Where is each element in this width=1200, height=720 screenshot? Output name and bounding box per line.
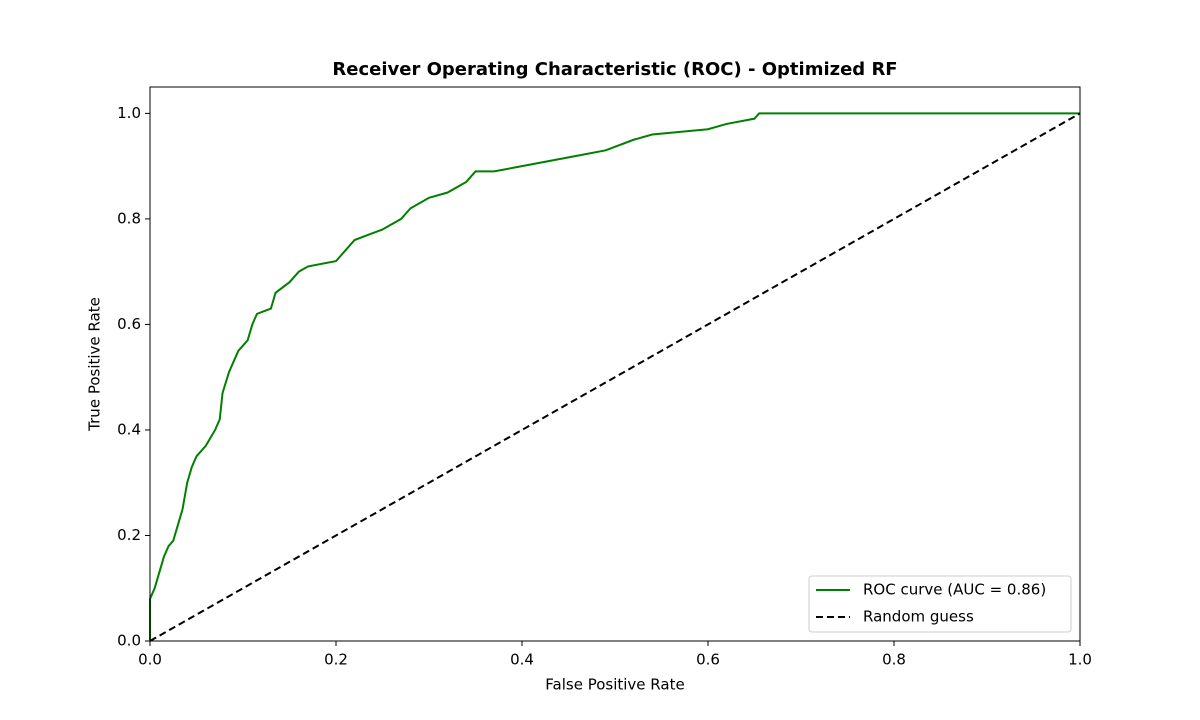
x-tick-label: 1.0	[1068, 651, 1092, 669]
x-tick-label: 0.2	[324, 651, 348, 669]
chart-title: Receiver Operating Characteristic (ROC) …	[332, 59, 897, 80]
y-tick-label: 0.0	[117, 632, 141, 650]
y-tick-label: 0.2	[117, 526, 141, 544]
y-tick-label: 0.6	[117, 315, 141, 333]
y-tick-label: 0.4	[117, 420, 141, 438]
legend-label: ROC curve (AUC = 0.86)	[863, 581, 1046, 599]
line-series	[149, 112, 1080, 641]
line-series	[149, 112, 1081, 642]
y-axis-label: True Positive Rate	[86, 297, 104, 432]
x-tick-label: 0.6	[696, 651, 720, 669]
legend-box	[808, 575, 1072, 633]
y-tick-label: 0.8	[117, 209, 141, 227]
x-tick-label: 0.0	[138, 651, 162, 669]
x-tick-label: 0.8	[882, 651, 906, 669]
x-tick-label: 0.4	[510, 651, 534, 669]
x-axis-label: False Positive Rate	[545, 676, 684, 694]
plot-frame	[149, 86, 1081, 642]
y-tick-label: 1.0	[117, 104, 141, 122]
legend-label: Random guess	[863, 608, 974, 626]
